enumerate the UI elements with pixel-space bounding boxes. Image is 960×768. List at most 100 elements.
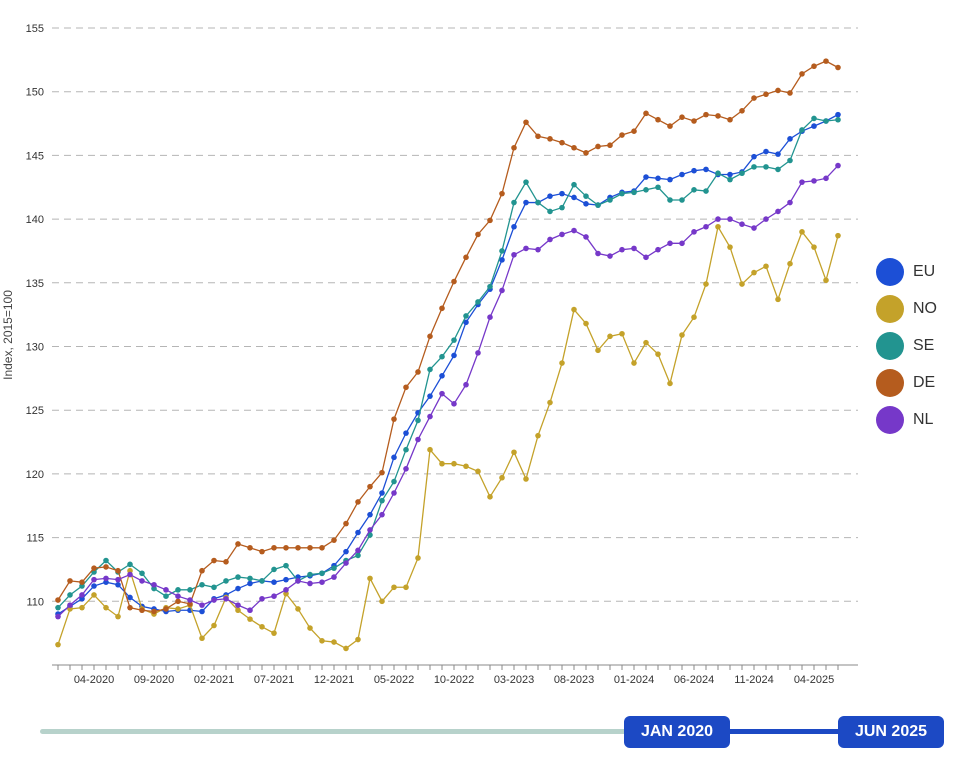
data-point-se[interactable] [643,186,649,193]
data-point-se[interactable] [679,197,685,203]
data-point-no[interactable] [175,606,181,612]
data-point-no[interactable] [91,592,97,598]
data-point-nl[interactable] [607,253,613,259]
data-point-de[interactable] [487,217,493,224]
data-point-se[interactable] [739,170,745,177]
data-point-no[interactable] [115,613,121,620]
data-point-nl[interactable] [523,245,529,252]
data-point-eu[interactable] [235,585,241,592]
data-point-se[interactable] [787,157,793,164]
data-point-se[interactable] [235,574,241,580]
data-point-nl[interactable] [619,246,625,253]
data-point-no[interactable] [463,463,469,470]
data-point-se[interactable] [175,587,181,593]
data-point-nl[interactable] [415,436,421,443]
data-point-se[interactable] [655,184,661,191]
data-point-nl[interactable] [175,593,181,600]
data-point-nl[interactable] [139,578,145,584]
data-point-se[interactable] [379,497,385,504]
data-point-eu[interactable] [667,176,673,183]
data-point-de[interactable] [295,544,301,551]
data-point-de[interactable] [415,369,421,375]
data-point-no[interactable] [595,347,601,354]
data-point-se[interactable] [715,170,721,177]
data-point-se[interactable] [595,202,601,208]
data-point-se[interactable] [775,166,781,173]
data-point-eu[interactable] [835,111,841,118]
data-point-se[interactable] [475,299,481,305]
data-point-se[interactable] [319,570,325,577]
legend-item-nl[interactable]: NL [876,401,937,438]
data-point-de[interactable] [667,123,673,129]
data-point-no[interactable] [643,339,649,346]
data-point-nl[interactable] [247,607,253,614]
data-point-de[interactable] [559,139,565,146]
data-point-eu[interactable] [751,153,757,160]
legend-item-se[interactable]: SE [876,327,937,364]
data-point-se[interactable] [823,118,829,124]
data-point-nl[interactable] [343,560,349,566]
data-point-nl[interactable] [91,576,97,583]
data-point-de[interactable] [271,544,277,551]
data-point-se[interactable] [799,127,805,133]
data-point-nl[interactable] [727,216,733,222]
data-point-eu[interactable] [499,257,505,263]
data-point-se[interactable] [247,575,253,582]
data-point-nl[interactable] [103,575,109,582]
data-point-de[interactable] [763,91,769,98]
data-point-eu[interactable] [643,174,649,180]
data-point-no[interactable] [79,604,85,611]
data-point-de[interactable] [775,87,781,94]
data-point-nl[interactable] [595,250,601,257]
data-point-se[interactable] [559,204,565,211]
data-point-de[interactable] [391,416,397,422]
data-point-nl[interactable] [463,381,469,388]
data-point-se[interactable] [211,584,217,591]
data-point-se[interactable] [535,199,541,206]
data-point-se[interactable] [463,313,469,319]
data-point-eu[interactable] [691,167,697,174]
data-point-nl[interactable] [751,225,757,231]
data-point-de[interactable] [223,559,229,565]
data-point-no[interactable] [295,606,301,612]
data-point-nl[interactable] [439,390,445,397]
data-point-se[interactable] [103,557,109,564]
data-point-nl[interactable] [583,234,589,240]
data-point-de[interactable] [655,116,661,123]
data-point-no[interactable] [775,296,781,303]
data-point-eu[interactable] [427,393,433,399]
legend-item-de[interactable]: DE [876,364,937,401]
data-point-no[interactable] [835,232,841,239]
data-point-no[interactable] [319,637,325,644]
data-point-de[interactable] [523,119,529,126]
data-point-nl[interactable] [307,580,313,587]
data-point-se[interactable] [703,188,709,194]
data-point-se[interactable] [67,592,73,598]
data-point-se[interactable] [259,578,265,584]
data-point-de[interactable] [787,90,793,96]
data-point-de[interactable] [811,63,817,70]
data-point-de[interactable] [67,578,73,584]
data-point-se[interactable] [619,190,625,197]
data-point-se[interactable] [427,366,433,373]
data-point-de[interactable] [571,144,577,151]
data-point-de[interactable] [163,606,169,612]
data-point-de[interactable] [595,143,601,150]
data-point-eu[interactable] [463,319,469,326]
data-point-eu[interactable] [511,223,517,230]
data-point-se[interactable] [415,417,421,424]
data-point-nl[interactable] [355,547,361,554]
data-point-no[interactable] [199,635,205,642]
data-point-nl[interactable] [691,229,697,235]
data-point-se[interactable] [667,197,673,203]
data-point-nl[interactable] [823,175,829,182]
data-point-no[interactable] [583,320,589,327]
data-point-de[interactable] [499,190,505,197]
data-point-nl[interactable] [535,246,541,253]
data-point-se[interactable] [727,176,733,183]
data-point-eu[interactable] [547,193,553,199]
data-point-no[interactable] [547,399,553,406]
data-point-no[interactable] [367,575,373,582]
data-point-nl[interactable] [379,511,385,518]
data-point-nl[interactable] [259,595,265,602]
